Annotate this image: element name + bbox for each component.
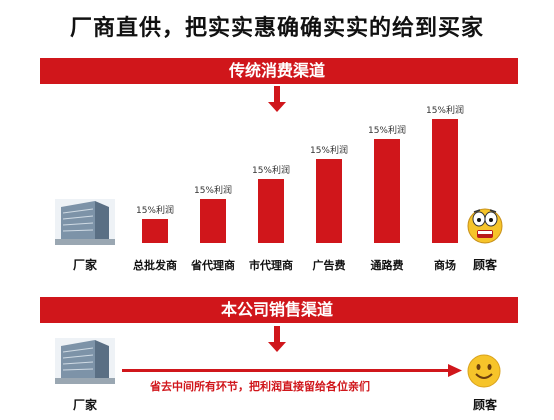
factory-label: 厂家 [72,258,97,272]
company-banner-edge-right [348,297,358,323]
chart-data-label: 15%利润 [426,104,464,116]
chart-category-label: 商场 [434,258,456,272]
chart-bar [142,219,168,243]
chart-category-label: 广告费 [313,258,346,272]
chart-data-label: 15%利润 [368,124,406,136]
chart-category-label: 总批发商 [133,258,177,272]
chart-bar [200,199,226,243]
chart-category-label: 市代理商 [249,258,293,272]
consumer-label: 顾客 [472,398,497,412]
building-icon [55,338,115,384]
chart-bar [432,119,458,243]
chart-category-label: 省代理商 [190,258,235,272]
traditional-banner-title: 传统消费渠道 [228,61,325,80]
shocked-face-icon [467,208,503,244]
building-icon [55,199,115,245]
chart-data-label: 15%利润 [310,144,348,156]
company-banner-tab [206,297,348,323]
traditional-banner-edge-right [348,58,358,84]
company-banner-title: 本公司销售渠道 [220,300,333,319]
chart-data-label: 15%利润 [136,204,174,216]
right-arrow-icon [122,364,462,377]
factory-label: 厂家 [72,398,97,412]
chart-bar [316,159,342,243]
company-banner-edge-left [196,297,206,323]
traditional-banner-edge-left [196,58,206,84]
page-headline: 厂商直供，把实实惠确确实实的给到买家 [69,16,484,41]
consumer-label: 顾客 [472,258,497,272]
chart-category-label: 通路费 [371,258,404,272]
chart-bar [374,139,400,243]
chart-bar [258,179,284,243]
chart-data-label: 15%利润 [194,184,232,196]
smiley-face-icon [467,354,501,388]
chart-data-label: 15%利润 [252,164,290,176]
arrow-note: 省去中间所有环节，把利润直接留给各位亲们 [150,380,370,393]
traditional-banner-tab [206,58,348,84]
